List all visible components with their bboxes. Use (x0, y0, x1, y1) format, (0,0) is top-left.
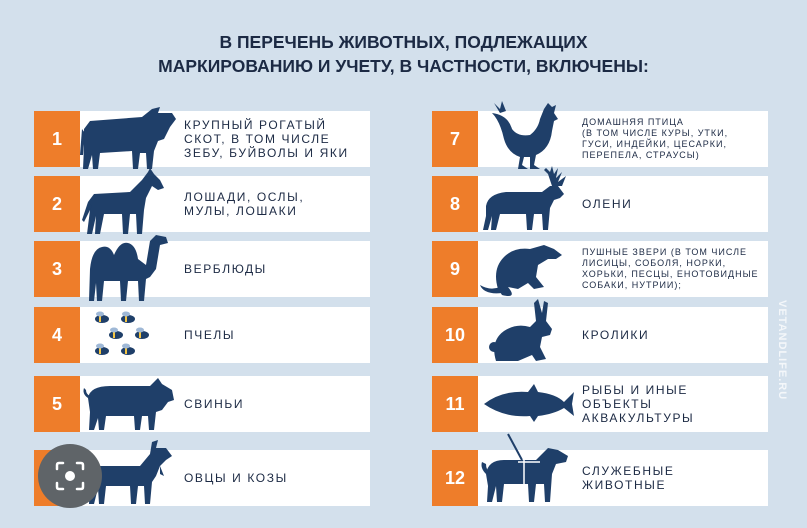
list-item-fur-animals: 9 ПУШНЫЕ ЗВЕРИ (В ТОМ ЧИСЛЕ ЛИСИЦЫ, СОБО… (432, 241, 768, 297)
rabbit-icon (478, 295, 576, 373)
item-number: 11 (432, 376, 478, 432)
list-item-horses: 2 ЛОШАДИ, ОСЛЫ, МУЛЫ, ЛОШАКИ (34, 168, 370, 234)
deer-icon (478, 164, 576, 242)
list-item-fish: 11 РЫБЫ И ИНЫЕ ОБЪЕКТЫ АКВАКУЛЬТУРЫ (432, 376, 768, 432)
item-label: ОЛЕНИ (582, 197, 633, 211)
item-label: ДОМАШНЯЯ ПТИЦА (В ТОМ ЧИСЛЕ КУРЫ, УТКИ, … (582, 117, 729, 160)
item-number: 7 (432, 111, 478, 167)
item-number: 2 (34, 176, 80, 232)
list-item-cattle: 1 КРУПНЫЙ РОГАТЫЙ СКОТ, В ТОМ ЧИСЛЕ ЗЕБУ… (34, 107, 370, 169)
watermark: VETANDLIFE.RU (776, 300, 788, 401)
fish-icon (478, 364, 576, 442)
goat-icon (80, 436, 178, 512)
item-label: ЛОШАДИ, ОСЛЫ, МУЛЫ, ЛОШАКИ (184, 190, 305, 218)
list-item-rabbits: 10 КРОЛИКИ (432, 299, 768, 363)
item-number: 12 (432, 450, 478, 506)
list-item-deer: 8 ОЛЕНИ (432, 166, 768, 232)
item-number: 3 (34, 241, 80, 297)
item-number: 10 (432, 307, 478, 363)
pig-icon (80, 364, 178, 442)
item-label: ВЕРБЛЮДЫ (184, 262, 267, 276)
item-number: 5 (34, 376, 80, 432)
list-item-pigs: 5 СВИНЬИ (34, 376, 370, 432)
ferret-icon (478, 229, 576, 307)
title-line-1: В ПЕРЕЧЕНЬ ЖИВОТНЫХ, ПОДЛЕЖАЩИХ (219, 32, 588, 52)
item-label: ОВЦЫ И КОЗЫ (184, 471, 288, 485)
title-line-2: МАРКИРОВАНИЮ И УЧЕТУ, В ЧАСТНОСТИ, ВКЛЮЧ… (158, 56, 649, 76)
horse-icon (80, 164, 178, 242)
item-label: КРУПНЫЙ РОГАТЫЙ СКОТ, В ТОМ ЧИСЛЕ ЗЕБУ, … (184, 118, 349, 160)
item-number: 9 (432, 241, 478, 297)
list-item-service-animals: 12 СЛУЖЕБНЫЕ ЖИВОТНЫЕ (432, 433, 768, 506)
item-number: 8 (432, 176, 478, 232)
item-number: 4 (34, 307, 80, 363)
item-number: 1 (34, 111, 80, 167)
list-item-poultry: 7 ДОМАШНЯЯ ПТИЦА (В ТОМ ЧИСЛЕ КУРЫ, УТКИ… (432, 101, 768, 169)
item-label: РЫБЫ И ИНЫЕ ОБЪЕКТЫ АКВАКУЛЬТУРЫ (582, 383, 695, 425)
item-label: СВИНЬИ (184, 397, 245, 411)
rooster-icon (478, 99, 576, 177)
list-item-bees: 4 ПЧЕЛЫ (34, 307, 370, 363)
item-label: ПУШНЫЕ ЗВЕРИ (В ТОМ ЧИСЛЕ ЛИСИЦЫ, СОБОЛЯ… (582, 247, 759, 290)
item-label: ПЧЕЛЫ (184, 328, 236, 342)
list-item-camels: 3 ВЕРБЛЮДЫ (34, 235, 370, 301)
visual-search-button[interactable] (38, 444, 102, 508)
item-label: КРОЛИКИ (582, 328, 650, 342)
page-title: В ПЕРЕЧЕНЬ ЖИВОТНЫХ, ПОДЛЕЖАЩИХ МАРКИРОВ… (0, 30, 807, 78)
bees-icon (80, 307, 178, 363)
cow-icon (80, 99, 178, 177)
lens-icon (55, 461, 85, 491)
camel-icon (80, 229, 178, 307)
item-label: СЛУЖЕБНЫЕ ЖИВОТНЫЕ (582, 464, 675, 492)
service-dog-icon (478, 432, 576, 510)
